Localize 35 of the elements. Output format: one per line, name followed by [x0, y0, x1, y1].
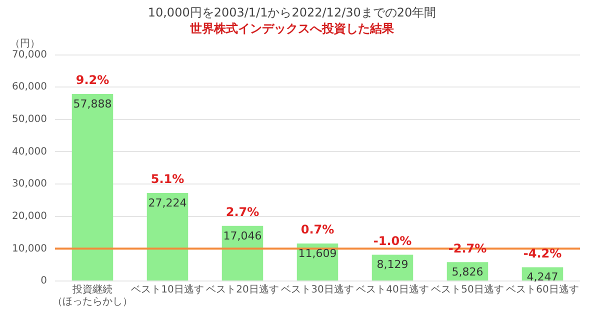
bar — [222, 226, 264, 280]
data-label: 8,129 — [376, 258, 408, 272]
data-label: 57,888 — [73, 97, 112, 110]
chart-subtitle: 世界株式インデックスへ投資した結果 — [189, 22, 395, 36]
y-tick-label: 60,000 — [12, 82, 47, 93]
x-tick-label: 投資継続（ほったらかし） — [52, 284, 132, 308]
annotation: -1.0% — [373, 234, 412, 248]
data-label: 27,224 — [148, 196, 187, 210]
y-axis-title: （円） — [10, 38, 40, 50]
y-tick-label: 20,000 — [12, 210, 47, 222]
chart-title: 10,000円を2003/1/1から2022/12/30までの20年間 — [148, 5, 436, 20]
bar — [146, 193, 188, 280]
y-tick-label: 0 — [40, 276, 47, 287]
annotation: 9.2% — [76, 73, 110, 88]
annotation: 2.7% — [226, 205, 260, 220]
x-tick-label: ベスト50日逃す — [431, 284, 504, 296]
annotation: 0.7% — [300, 222, 334, 237]
data-label: 11,609 — [298, 246, 337, 260]
y-tick-label: 70,000 — [12, 49, 47, 60]
x-tick-label: ベスト40日逃す — [356, 284, 429, 296]
y-tick-label: 50,000 — [12, 114, 47, 126]
data-label: 4,247 — [526, 270, 558, 284]
y-tick-label: 10,000 — [12, 243, 47, 254]
x-tick-label: ベスト30日逃す — [281, 284, 354, 296]
annotation: 5.1% — [150, 172, 184, 186]
annotation: -4.2% — [523, 246, 562, 260]
x-tick-label: ベスト60日逃す — [506, 284, 579, 296]
x-tick-label: ベスト10日逃す — [131, 284, 204, 296]
bar — [72, 94, 114, 280]
data-label: 17,046 — [223, 229, 262, 242]
y-tick-label: 40,000 — [12, 146, 47, 158]
bar — [372, 254, 414, 280]
data-label: 5,826 — [452, 266, 484, 279]
x-tick-label: ベスト20日逃す — [206, 284, 279, 296]
y-tick-label: 30,000 — [12, 178, 47, 190]
